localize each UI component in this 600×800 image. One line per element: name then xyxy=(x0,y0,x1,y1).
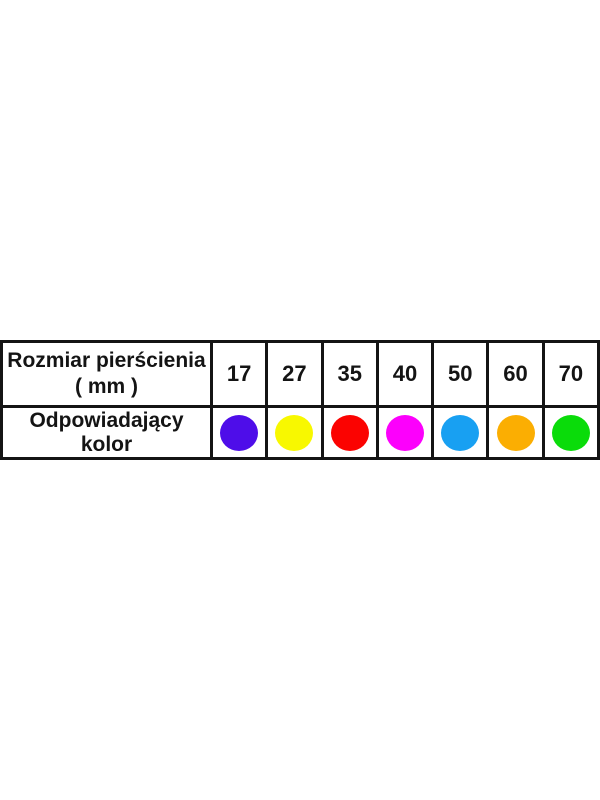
color-cell-35 xyxy=(320,405,379,460)
size-row: Rozmiar pierścienia ( mm ) 17 27 35 40 5… xyxy=(0,340,600,408)
color-swatch-magenta xyxy=(385,414,424,451)
size-cell-17: 17 xyxy=(209,340,269,408)
color-row: Odpowiadający kolor xyxy=(0,405,600,460)
size-cell-40: 40 xyxy=(375,340,435,408)
color-cell-60 xyxy=(486,405,545,460)
size-cell-35: 35 xyxy=(320,340,379,408)
color-cell-70 xyxy=(541,405,600,460)
size-row-header-line1: Rozmiar pierścienia xyxy=(7,348,206,372)
color-cell-17 xyxy=(209,405,269,460)
color-swatch-red xyxy=(330,414,369,451)
color-cell-50 xyxy=(431,405,490,460)
color-swatch-violet xyxy=(220,414,259,451)
color-cell-27 xyxy=(265,405,324,460)
color-row-header-cell: Odpowiadający kolor xyxy=(0,405,213,460)
color-swatch-blue xyxy=(441,414,480,451)
color-swatch-green xyxy=(551,414,590,451)
color-cell-40 xyxy=(375,405,435,460)
ring-size-color-table: Rozmiar pierścienia ( mm ) 17 27 35 40 5… xyxy=(0,340,600,460)
size-cell-70: 70 xyxy=(541,340,600,408)
size-cell-50: 50 xyxy=(431,340,490,408)
size-row-header-cell: Rozmiar pierścienia ( mm ) xyxy=(0,340,213,408)
size-row-header-line2: ( mm ) xyxy=(75,375,138,398)
color-swatch-yellow xyxy=(275,414,314,451)
size-cell-27: 27 xyxy=(265,340,324,408)
color-swatch-orange xyxy=(496,414,535,451)
size-cell-60: 60 xyxy=(486,340,545,408)
color-row-header-label: Odpowiadający kolor xyxy=(29,408,184,456)
